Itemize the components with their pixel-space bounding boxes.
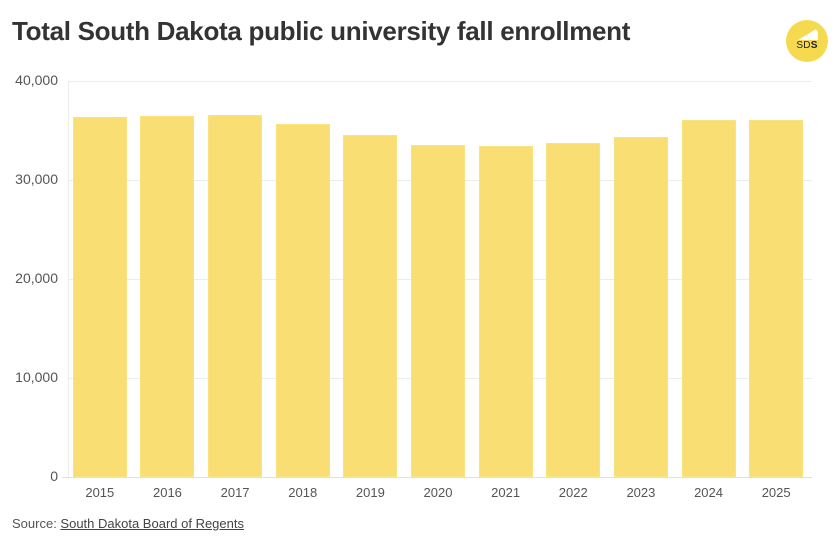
x-tick-label: 2019 [355,485,385,500]
bar-2019[interactable] [343,135,398,477]
y-tick-label: 20,000 [15,270,58,286]
bar-2017[interactable] [208,114,263,477]
logo-wedge-icon [798,28,818,40]
logo-text: SDS [796,40,818,51]
bar-2023[interactable] [613,137,668,477]
y-tick-label: 30,000 [15,171,58,187]
y-tick-label: 40,000 [15,72,58,88]
bar-2018[interactable] [275,123,330,477]
x-tick-label: 2025 [761,485,791,500]
bar-2022[interactable] [546,143,601,477]
x-tick-label: 2017 [220,485,250,500]
source-link[interactable]: South Dakota Board of Regents [60,516,244,531]
x-axis-baseline [62,477,812,478]
y-tick-label: 0 [50,468,58,484]
bar-2015[interactable] [72,116,127,477]
source-note: Source: South Dakota Board of Regents [12,516,244,531]
bar-2016[interactable] [140,115,195,477]
gridline [68,81,812,82]
x-tick-label: 2018 [288,485,318,500]
x-tick-label: 2020 [423,485,453,500]
x-tick-label: 2016 [152,485,182,500]
sds-logo: SDS [786,20,828,62]
y-tick-label: 10,000 [15,369,58,385]
plot-area [68,81,812,477]
x-tick-label: 2021 [491,485,521,500]
x-tick-label: 2022 [558,485,588,500]
x-tick-label: 2024 [694,485,723,500]
chart-title: Total South Dakota public university fal… [12,16,631,46]
bar-2025[interactable] [749,119,804,477]
x-tick-label: 2023 [626,485,656,500]
source-label: Source: [12,516,61,531]
bar-2020[interactable] [411,145,465,477]
x-tick-label: 2015 [85,485,115,500]
bar-2024[interactable] [681,119,736,477]
bar-2021[interactable] [478,146,533,477]
